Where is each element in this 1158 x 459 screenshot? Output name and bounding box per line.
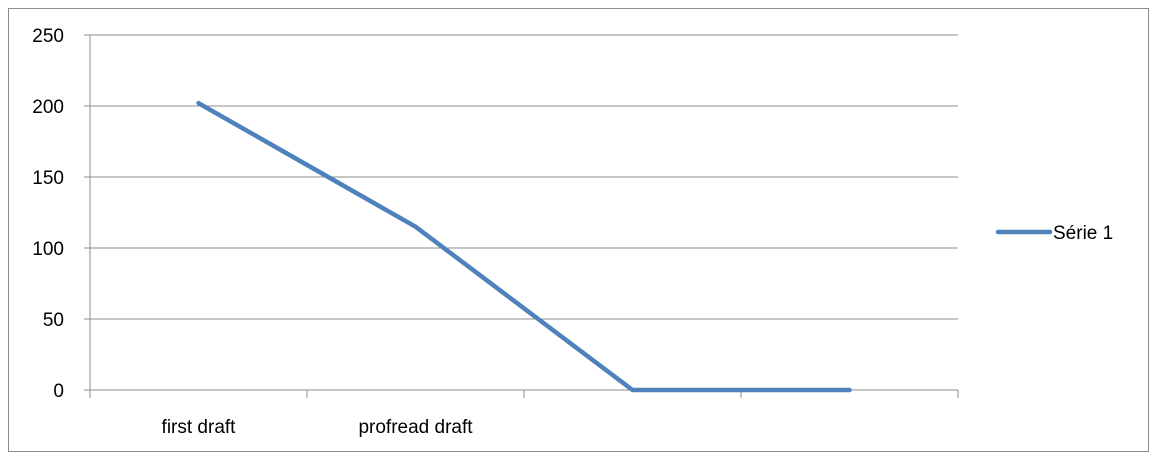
y-tick-label: 200 [32, 97, 64, 118]
y-tick-labels: 0 50 100 150 200 250 [32, 26, 64, 402]
axes [84, 34, 959, 398]
gridlines [90, 34, 958, 320]
chart-frame [8, 8, 1149, 452]
x-tick-labels: first draft profread draft [162, 417, 474, 438]
y-tick-label: 250 [32, 26, 64, 47]
y-tick-label: 150 [32, 168, 64, 189]
legend-label: Série 1 [1053, 223, 1113, 244]
x-tick-label: profread draft [358, 417, 473, 438]
y-tick-label: 100 [32, 239, 64, 260]
x-tick-label: first draft [162, 417, 237, 438]
series-lines [196, 100, 852, 393]
legend: Série 1 [995, 223, 1113, 244]
y-tick-label: 50 [43, 310, 64, 331]
series-line-0 [196, 100, 852, 393]
y-tick-label: 0 [53, 381, 64, 402]
